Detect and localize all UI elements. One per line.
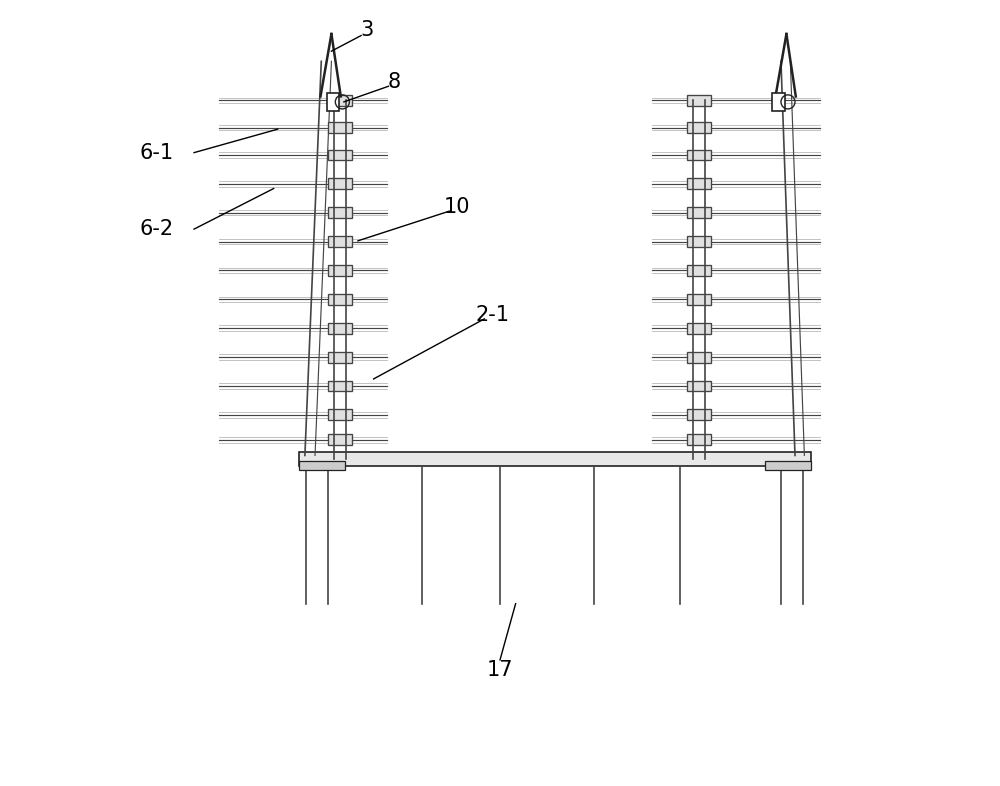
Bar	[328, 410, 352, 421]
Bar	[328, 380, 352, 391]
Bar	[687, 236, 711, 247]
Bar	[687, 435, 711, 446]
Bar	[687, 208, 711, 219]
Bar	[328, 208, 352, 219]
Bar	[687, 323, 711, 334]
Bar	[687, 410, 711, 421]
Text: 3: 3	[361, 20, 374, 40]
Bar	[687, 351, 711, 362]
Bar	[328, 265, 352, 276]
Bar	[328, 95, 352, 106]
Text: 17: 17	[487, 660, 513, 680]
Bar	[328, 122, 352, 133]
Bar	[772, 93, 785, 112]
Bar	[328, 323, 352, 334]
Bar	[687, 294, 711, 305]
Text: 2-1: 2-1	[475, 305, 509, 325]
Bar	[299, 451, 811, 465]
Bar	[765, 461, 811, 470]
Bar	[687, 122, 711, 133]
Text: 6-2: 6-2	[140, 219, 174, 239]
Bar	[328, 435, 352, 446]
Text: 8: 8	[388, 72, 401, 93]
Bar	[687, 178, 711, 189]
Text: 10: 10	[444, 197, 470, 217]
Bar	[687, 265, 711, 276]
Bar	[328, 351, 352, 362]
Bar	[327, 93, 339, 112]
Bar	[687, 149, 711, 160]
Bar	[328, 294, 352, 305]
Bar	[687, 95, 711, 106]
Bar	[328, 236, 352, 247]
Text: 6-1: 6-1	[140, 142, 174, 163]
Bar	[687, 380, 711, 391]
Bar	[328, 178, 352, 189]
Bar	[328, 149, 352, 160]
Bar	[299, 461, 345, 470]
